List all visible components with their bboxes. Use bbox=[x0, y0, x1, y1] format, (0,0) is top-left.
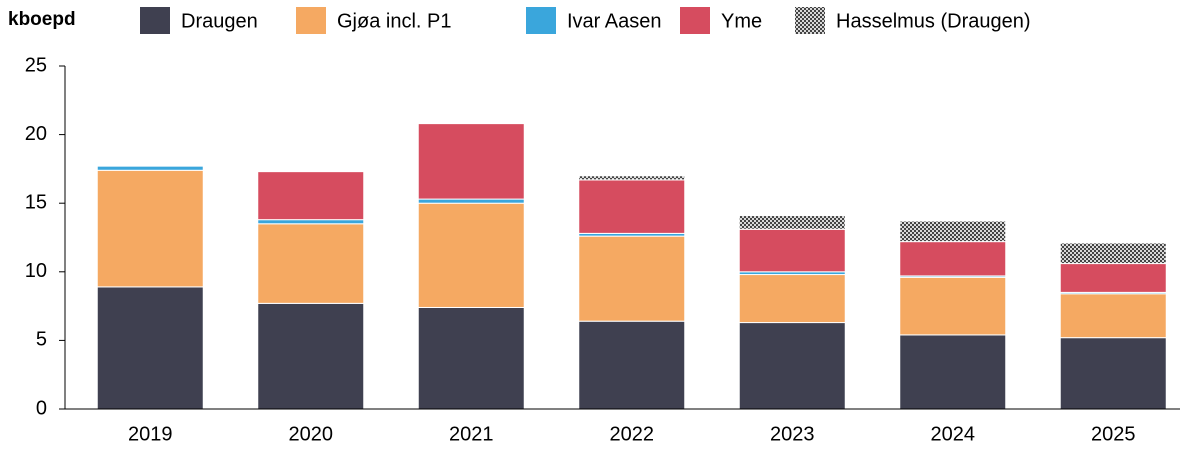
x-tick-label: 2020 bbox=[289, 423, 334, 445]
legend-swatch bbox=[680, 7, 710, 34]
bar-segment bbox=[738, 322, 846, 410]
bar-segment bbox=[899, 241, 1007, 277]
x-tick-label: 2019 bbox=[128, 423, 173, 445]
legend-label: Hasselmus (Draugen) bbox=[836, 10, 1031, 32]
bar-segment bbox=[738, 274, 846, 324]
x-tick-label: 2022 bbox=[610, 423, 655, 445]
bar-segment bbox=[578, 179, 686, 234]
bar-segment bbox=[417, 202, 525, 308]
bar-segment bbox=[96, 165, 204, 171]
bar-segment bbox=[899, 220, 1007, 243]
y-tick-label: 15 bbox=[25, 191, 47, 213]
x-tick-label: 2025 bbox=[1091, 423, 1136, 445]
bar-segment bbox=[738, 228, 846, 273]
bar-segment bbox=[417, 198, 525, 204]
legend-swatch bbox=[526, 7, 556, 34]
bar-segment bbox=[899, 334, 1007, 410]
legend-label: Draugen bbox=[181, 10, 258, 32]
x-tick-label: 2021 bbox=[449, 423, 494, 445]
bar-segment bbox=[899, 276, 1007, 336]
bar-segment bbox=[417, 306, 525, 410]
bar-segment bbox=[1059, 242, 1167, 265]
bar-segment bbox=[96, 286, 204, 410]
bar-segment bbox=[257, 302, 365, 410]
y-tick-label: 10 bbox=[25, 260, 47, 282]
x-tick-label: 2023 bbox=[770, 423, 815, 445]
legend-label: Gjøa incl. P1 bbox=[337, 10, 451, 32]
y-tick-label: 25 bbox=[25, 54, 47, 76]
y-tick-label: 5 bbox=[36, 329, 47, 351]
legend-swatch bbox=[296, 7, 326, 34]
y-tick-label: 20 bbox=[25, 123, 47, 145]
y-tick-label: 0 bbox=[36, 397, 47, 419]
bar-segment bbox=[257, 223, 365, 304]
y-axis-label: kboepd bbox=[8, 9, 76, 30]
bar-segment bbox=[257, 219, 365, 225]
legend-label: Ivar Aasen bbox=[567, 10, 662, 32]
legend-swatch bbox=[795, 7, 825, 34]
bar-segment bbox=[1059, 263, 1167, 293]
legend-label: Yme bbox=[721, 10, 762, 32]
bar-segment bbox=[738, 215, 846, 230]
bar-segment bbox=[578, 320, 686, 410]
bar-segment bbox=[257, 171, 365, 221]
bar-segment bbox=[1059, 337, 1167, 410]
bar-segment bbox=[578, 235, 686, 322]
bar-segment bbox=[417, 123, 525, 200]
x-tick-label: 2024 bbox=[931, 423, 976, 445]
legend-swatch bbox=[140, 7, 170, 34]
bar-segment bbox=[96, 169, 204, 288]
bar-segment bbox=[578, 175, 686, 181]
bar-segment bbox=[1059, 293, 1167, 339]
